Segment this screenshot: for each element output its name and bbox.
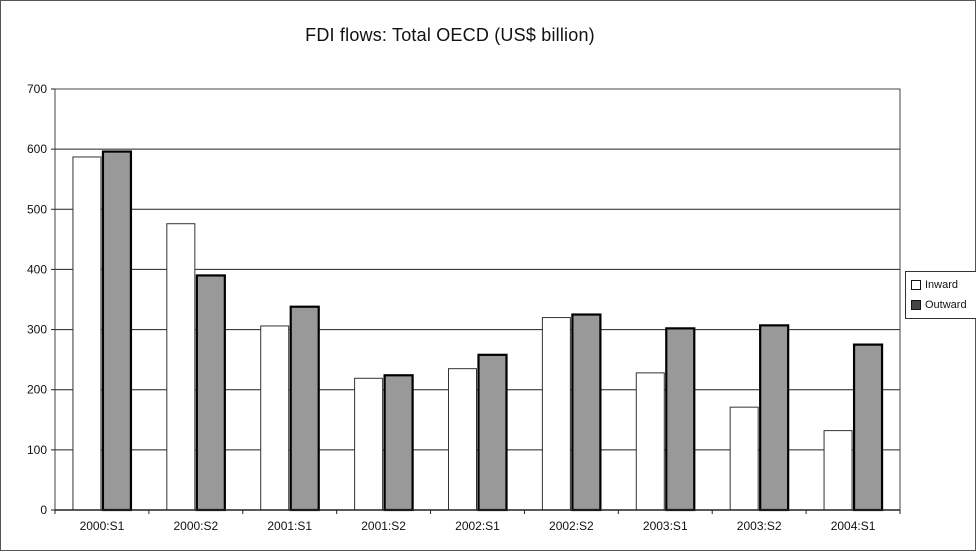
x-tick-label: 2001:S1	[267, 519, 312, 533]
legend-swatch-inward	[911, 280, 921, 290]
x-tick-label: 2001:S2	[361, 519, 406, 533]
y-tick-label: 700	[27, 82, 47, 96]
bar-outward	[289, 305, 320, 512]
bars	[72, 150, 884, 512]
y-tick-label: 400	[27, 262, 47, 276]
legend-swatch-outward	[911, 300, 921, 310]
chart-title: FDI flows: Total OECD (US$ billion)	[305, 25, 595, 45]
y-tick-label: 100	[27, 443, 47, 457]
bar-inward	[260, 325, 290, 511]
bar-inward	[823, 430, 853, 511]
y-tick-label: 0	[40, 503, 47, 517]
axes	[51, 88, 901, 514]
plot-area: 0 100 200 300 400 500 600 700 2000:S1 2000:S2 2001…	[27, 82, 901, 533]
x-tick-label: 2000:S1	[80, 519, 125, 533]
x-tick-label: 2004:S1	[831, 519, 876, 533]
legend: Inward Outward	[905, 271, 976, 319]
bar-inward	[448, 368, 477, 511]
y-tick-label: 200	[27, 383, 47, 397]
bar-outward	[571, 313, 602, 512]
bar-outward	[759, 324, 790, 512]
x-tick-label: 2002:S2	[549, 519, 594, 533]
x-tick-label: 2003:S2	[737, 519, 782, 533]
x-tick-label: 2002:S1	[455, 519, 500, 533]
bar-inward	[541, 317, 571, 511]
bar-outward	[195, 274, 226, 512]
x-tick-label: 2000:S2	[173, 519, 218, 533]
legend-label-outward: Outward	[925, 299, 967, 311]
legend-item-outward: Outward	[911, 298, 967, 312]
y-tick-label: 600	[27, 142, 47, 156]
bar-outward	[101, 150, 133, 512]
bar-outward	[383, 374, 414, 512]
y-tick-label: 500	[27, 202, 47, 216]
bar-inward	[166, 223, 196, 511]
x-tick-label: 2003:S1	[643, 519, 688, 533]
bar-outward	[477, 353, 508, 512]
bar-inward	[354, 377, 384, 511]
bar-inward	[72, 156, 102, 511]
tick-labels: 0 100 200 300 400 500 600 700 2000:S1 2000:S2 2001…	[27, 82, 876, 533]
y-tick-label: 300	[27, 323, 47, 337]
legend-item-inward: Inward	[911, 278, 958, 292]
bar-inward	[635, 372, 665, 511]
bar-outward	[665, 327, 696, 512]
bar-inward	[729, 406, 759, 511]
bar-outward	[852, 343, 884, 512]
legend-label-inward: Inward	[925, 279, 959, 291]
